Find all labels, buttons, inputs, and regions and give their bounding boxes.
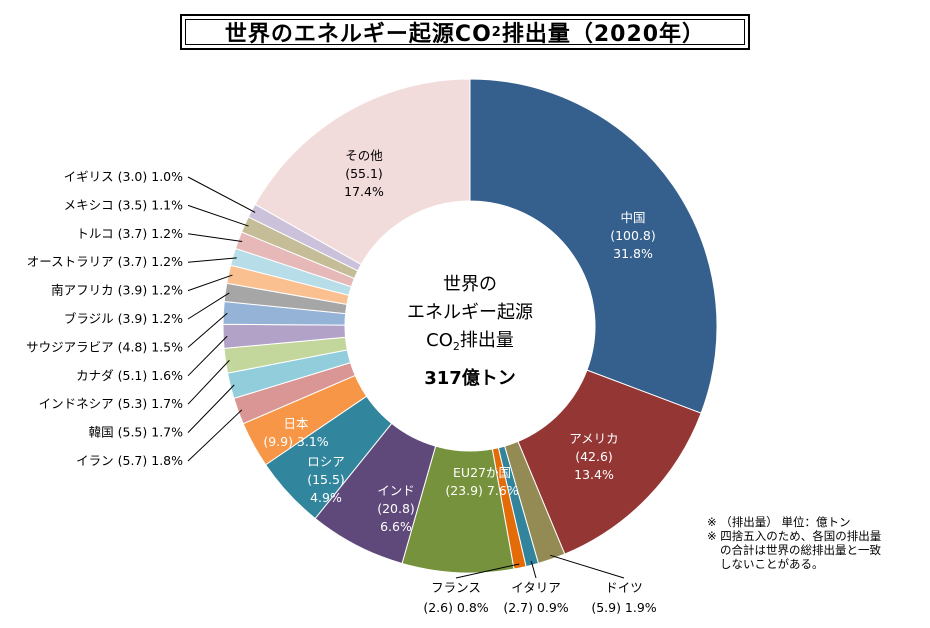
slice-0 — [469, 78, 718, 414]
slice-label-name-3: イタリア — [511, 580, 561, 595]
chart-title: 世界のエネルギー起源CO 2 排出量（2020年） — [180, 14, 750, 50]
note-rounding: ※ 四捨五入のため、各国の排出量 — [707, 529, 882, 543]
slice-label-pct-0: 31.8% — [613, 246, 653, 261]
leader-line-19 — [187, 176, 256, 213]
leader-line-9 — [187, 409, 243, 462]
center-line-3: CO2排出量 — [426, 330, 514, 353]
leader-line-13 — [187, 312, 228, 348]
slice-label-name-5: EU27か国 — [453, 465, 511, 480]
slice-label-value-4: (2.6) 0.8% — [423, 600, 488, 615]
slice-label-10: 韓国 (5.5) 1.7% — [89, 425, 183, 440]
slice-label-16: オーストラリア (3.7) 1.2% — [27, 254, 183, 269]
center-co-subscript: 2 — [453, 340, 460, 353]
slice-label-pct-7: 4.9% — [310, 490, 342, 505]
slice-label-name-20: その他 — [345, 148, 383, 163]
slice-label-name-6: インド — [377, 483, 415, 498]
slice-label-pct-6: 6.6% — [380, 519, 412, 534]
slice-label-value-7: (15.5) — [307, 472, 345, 487]
slice-label-19: イギリス (3.0) 1.0% — [64, 169, 183, 184]
leader-line-10 — [187, 384, 235, 433]
slice-label-value-3: (2.7) 0.9% — [503, 600, 568, 615]
leader-line-14 — [187, 292, 230, 320]
slice-label-value-8: (9.9) 3.1% — [263, 434, 328, 449]
slice-label-value-1: (42.6) — [575, 449, 613, 464]
leader-line-2 — [550, 554, 625, 579]
slice-label-name-1: アメリカ — [569, 431, 618, 446]
center-co-rest: 排出量 — [460, 330, 514, 351]
note-rounding-cont-1: の合計は世界の総排出量と一致 — [720, 543, 881, 557]
leader-line-15 — [187, 274, 233, 292]
center-total: 317億トン — [424, 367, 516, 389]
slice-label-name-7: ロシア — [307, 454, 345, 469]
slice-label-group: 中国 (100.8) 31.8% アメリカ (42.6) 13.4% EU27か国 (23.9… — [26, 148, 657, 615]
slice-label-pct-1: 13.4% — [574, 467, 614, 482]
slice-label-13: サウジアラビア (4.8) 1.5% — [26, 339, 183, 354]
leader-line-18 — [187, 204, 249, 227]
slice-label-name-0: 中国 — [620, 210, 645, 225]
slice-label-12: カナダ (5.1) 1.6% — [76, 368, 183, 383]
leader-line-group — [187, 176, 625, 579]
slice-label-name-2: ドイツ — [605, 580, 643, 595]
slice-1 — [517, 369, 702, 555]
leader-line-11 — [187, 359, 230, 405]
slice-label-name-8: 日本 — [283, 416, 309, 431]
chart-title-main: 世界のエネルギー起源CO — [224, 22, 492, 47]
center-label: 世界の エネルギー起源 CO2排出量 317億トン — [407, 274, 533, 389]
leader-line-4 — [455, 563, 520, 579]
leader-line-3 — [530, 561, 537, 579]
slice-label-14: ブラジル (3.9) 1.2% — [64, 311, 183, 326]
slice-group — [222, 78, 718, 574]
slice-label-value-20: (55.1) — [345, 166, 383, 181]
leader-line-12 — [187, 335, 228, 377]
leader-line-17 — [187, 233, 243, 243]
slice-20 — [254, 78, 471, 266]
chart-title-rest: 排出量（2020年） — [501, 22, 706, 47]
notes: ※ （排出量） 単位：億トン ※ 四捨五入のため、各国の排出量 の合計は世界の総… — [707, 515, 881, 571]
slice-label-17: トルコ (3.7) 1.2% — [76, 226, 183, 241]
note-rounding-cont-2: しないことがある。 — [720, 557, 824, 571]
slice-label-11: インドネシア (5.3) 1.7% — [39, 396, 183, 411]
slice-label-value-2: (5.9) 1.9% — [591, 600, 656, 615]
note-unit: ※ （排出量） 単位：億トン — [707, 515, 851, 529]
center-line-2: エネルギー起源 — [407, 302, 533, 323]
center-line-1: 世界の — [443, 274, 497, 295]
chart-title-subscript: 2 — [491, 24, 502, 40]
slice-label-value-0: (100.8) — [610, 228, 656, 243]
center-co: CO — [426, 330, 453, 351]
slice-label-15: 南アフリカ (3.9) 1.2% — [51, 283, 183, 298]
slice-label-name-4: フランス — [431, 580, 481, 595]
slice-label-pct-20: 17.4% — [344, 184, 384, 199]
slice-label-9: イラン (5.7) 1.8% — [76, 453, 183, 468]
slice-label-value-6: (20.8) — [377, 501, 415, 516]
slice-label-18: メキシコ (3.5) 1.1% — [64, 197, 183, 212]
slice-label-value-5: (23.9) 7.6% — [445, 483, 518, 498]
leader-line-16 — [187, 257, 237, 263]
